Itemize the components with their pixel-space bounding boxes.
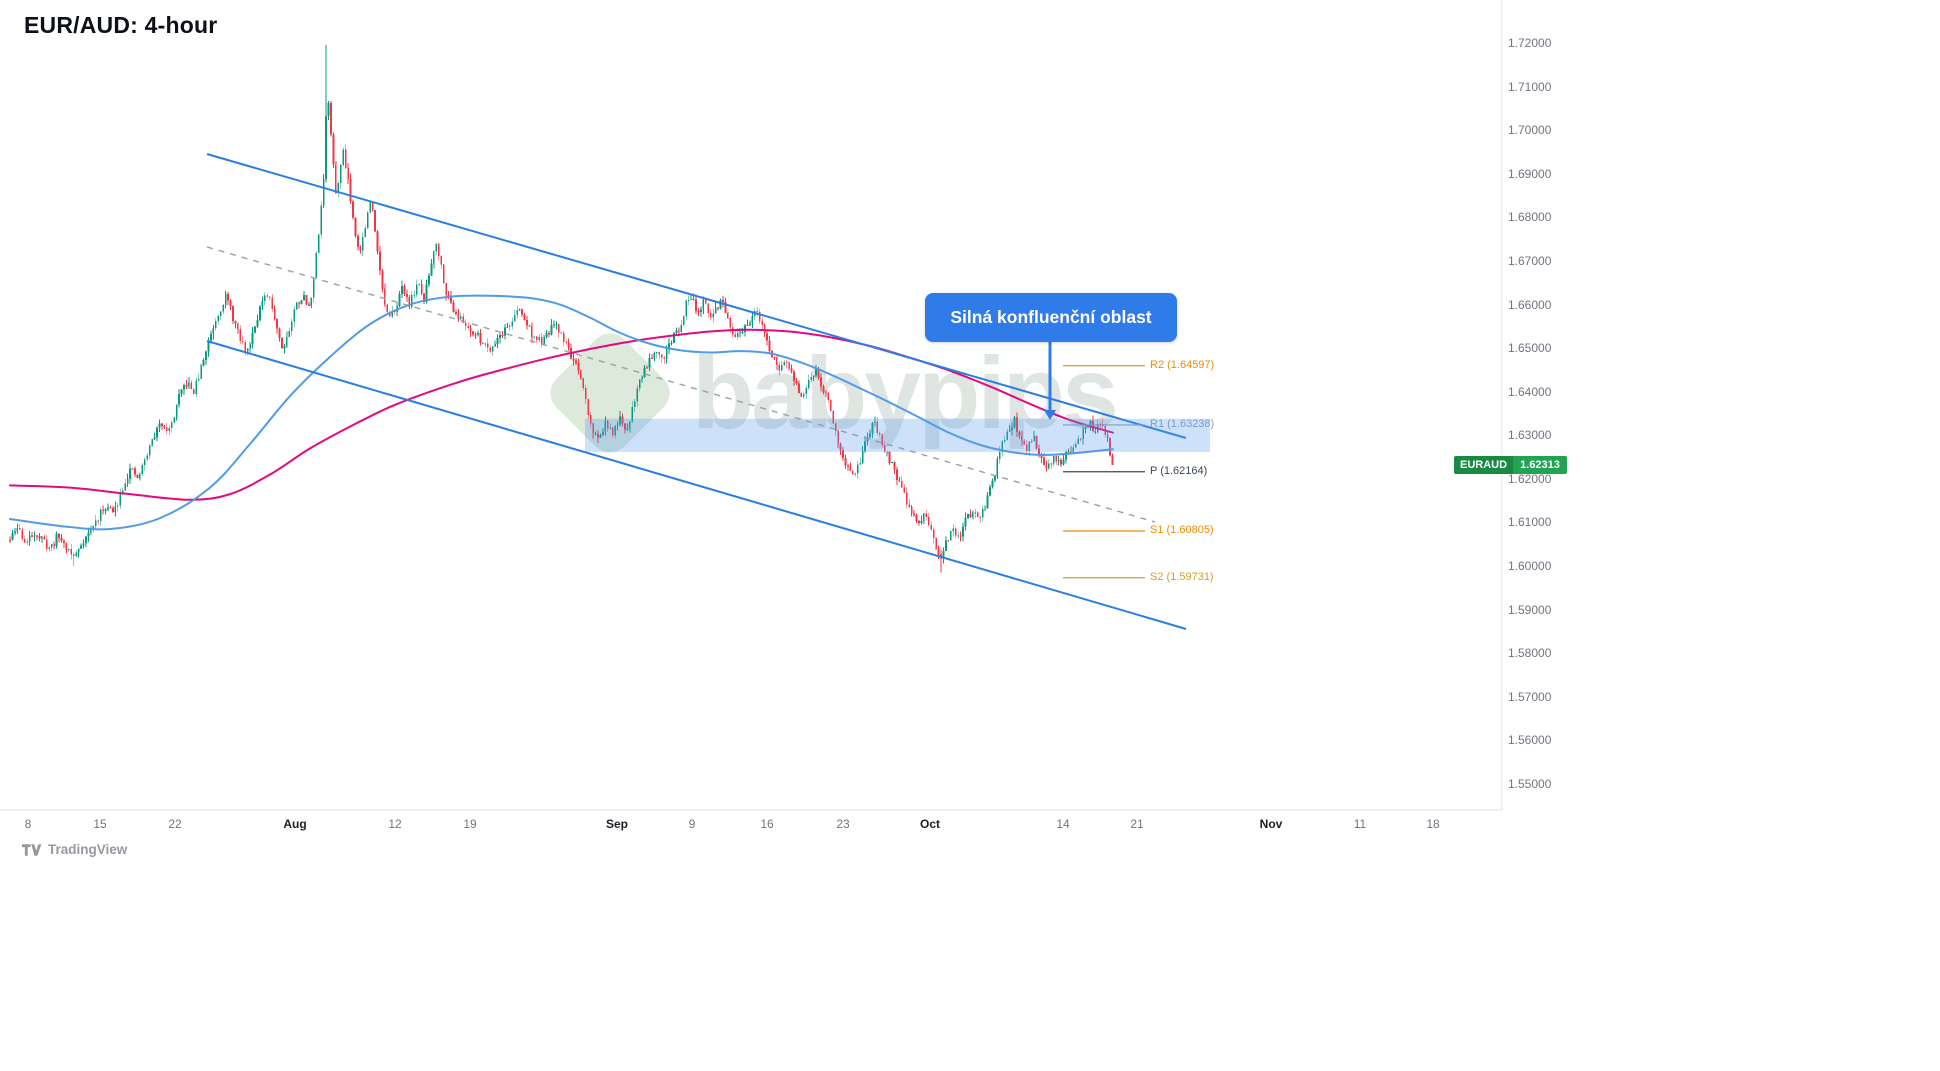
attribution-text: TradingView [48, 842, 128, 857]
ma-fast-blue-line[interactable] [9, 294, 1114, 531]
channel-upper-line[interactable] [206, 153, 1187, 439]
last-price-badge: EURAUD 1.62313 [1454, 456, 1567, 475]
badge-symbol: EURAUD [1454, 456, 1514, 475]
badge-price: 1.62313 [1513, 456, 1567, 475]
tradingview-logo-icon [22, 843, 42, 856]
channel-lower-line[interactable] [206, 340, 1187, 630]
callout-pointer-arrowhead [1044, 410, 1056, 420]
tradingview-attribution[interactable]: TradingView [22, 842, 127, 857]
confluence-zone[interactable] [585, 418, 1210, 452]
chart-title: EUR/AUD: 4-hour [24, 12, 218, 38]
channel-mid-dashed-line[interactable] [206, 246, 1156, 523]
watermark-text: babypips [692, 336, 1119, 450]
callout-text: Silná konfluenční oblast [950, 307, 1152, 327]
ma-slow-pink-line[interactable] [9, 328, 1114, 501]
babypips-watermark: babypips [542, 325, 1119, 461]
confluence-callout[interactable]: Silná konfluenční oblast [925, 293, 1177, 342]
pivot-level-lines [1063, 365, 1145, 579]
